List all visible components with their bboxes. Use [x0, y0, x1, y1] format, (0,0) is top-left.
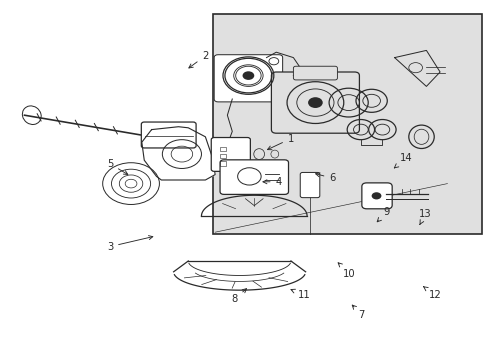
Circle shape [242, 71, 254, 80]
FancyBboxPatch shape [214, 55, 282, 102]
Text: 5: 5 [106, 159, 127, 175]
Bar [219, 147, 226, 151]
Text: 13: 13 [418, 209, 431, 225]
FancyBboxPatch shape [220, 160, 288, 194]
Text: 10: 10 [338, 263, 355, 279]
Text: 2: 2 [188, 51, 208, 68]
Text: 6: 6 [315, 173, 335, 183]
Bar [219, 154, 226, 158]
FancyBboxPatch shape [215, 147, 234, 162]
FancyBboxPatch shape [141, 122, 196, 148]
Text: 3: 3 [107, 235, 152, 252]
Text: 8: 8 [231, 289, 246, 304]
Text: 4: 4 [263, 177, 281, 187]
Text: 7: 7 [351, 305, 365, 320]
Text: 11: 11 [290, 289, 310, 300]
Circle shape [307, 97, 322, 108]
Text: 1: 1 [267, 134, 294, 150]
Text: 9: 9 [376, 207, 389, 222]
FancyBboxPatch shape [300, 172, 319, 198]
Text: 12: 12 [423, 287, 441, 300]
FancyBboxPatch shape [361, 183, 391, 209]
FancyBboxPatch shape [293, 66, 337, 80]
Polygon shape [142, 127, 215, 180]
Bar [212, 14, 481, 234]
Circle shape [371, 192, 381, 199]
FancyBboxPatch shape [271, 72, 359, 133]
Bar [219, 161, 226, 166]
FancyBboxPatch shape [211, 138, 250, 171]
Text: 14: 14 [393, 153, 411, 168]
